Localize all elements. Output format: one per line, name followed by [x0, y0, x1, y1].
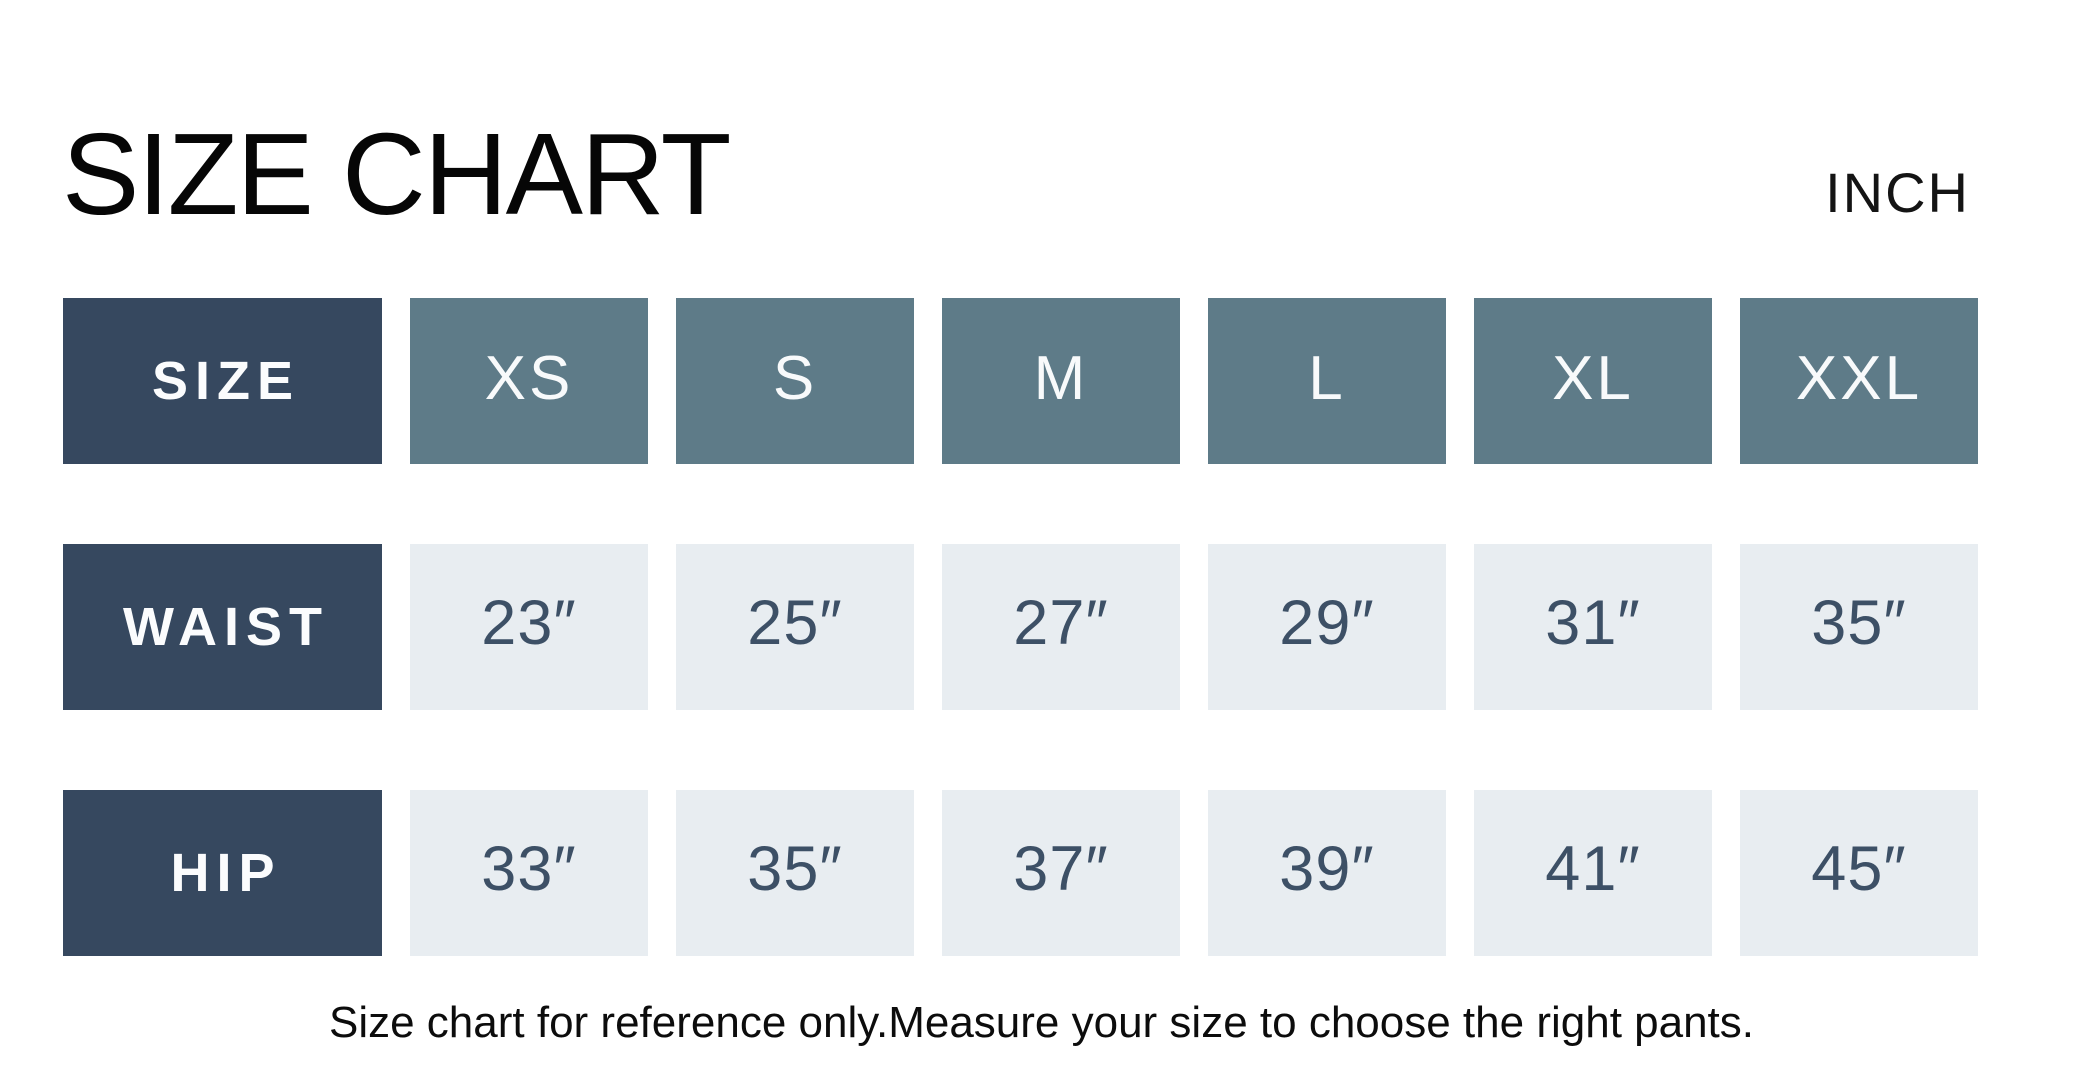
- hip-value-l: 39″: [1208, 790, 1446, 956]
- hip-row: HIP 33″ 35″ 37″ 39″ 41″ 45″: [63, 790, 1978, 956]
- waist-value-s: 25″: [676, 544, 914, 710]
- hip-value-s: 35″: [676, 790, 914, 956]
- row-header-waist: WAIST: [63, 544, 382, 710]
- hip-value-m: 37″: [942, 790, 1180, 956]
- waist-value-xxl: 35″: [1740, 544, 1978, 710]
- hip-value-xs: 33″: [410, 790, 648, 956]
- waist-value-l: 29″: [1208, 544, 1446, 710]
- size-cell-l: L: [1208, 298, 1446, 464]
- hip-value-xl: 41″: [1474, 790, 1712, 956]
- row-header-size: SIZE: [63, 298, 382, 464]
- size-cell-m: M: [942, 298, 1180, 464]
- size-chart-table: SIZE XS S M L XL XXL WAIST 23″ 25″ 27″ 2…: [63, 298, 1978, 956]
- size-header-row: SIZE XS S M L XL XXL: [63, 298, 1978, 464]
- hip-value-xxl: 45″: [1740, 790, 1978, 956]
- waist-row: WAIST 23″ 25″ 27″ 29″ 31″ 35″: [63, 544, 1978, 710]
- waist-value-xs: 23″: [410, 544, 648, 710]
- waist-value-xl: 31″: [1474, 544, 1712, 710]
- row-header-hip: HIP: [63, 790, 382, 956]
- size-cell-s: S: [676, 298, 914, 464]
- page-title: SIZE CHART: [62, 109, 732, 239]
- footnote: Size chart for reference only.Measure yo…: [328, 998, 1754, 1047]
- size-cell-xxl: XXL: [1740, 298, 1978, 464]
- size-cell-xl: XL: [1474, 298, 1712, 464]
- waist-value-m: 27″: [942, 544, 1180, 710]
- size-cell-xs: XS: [410, 298, 648, 464]
- unit-label: INCH: [1825, 161, 1970, 224]
